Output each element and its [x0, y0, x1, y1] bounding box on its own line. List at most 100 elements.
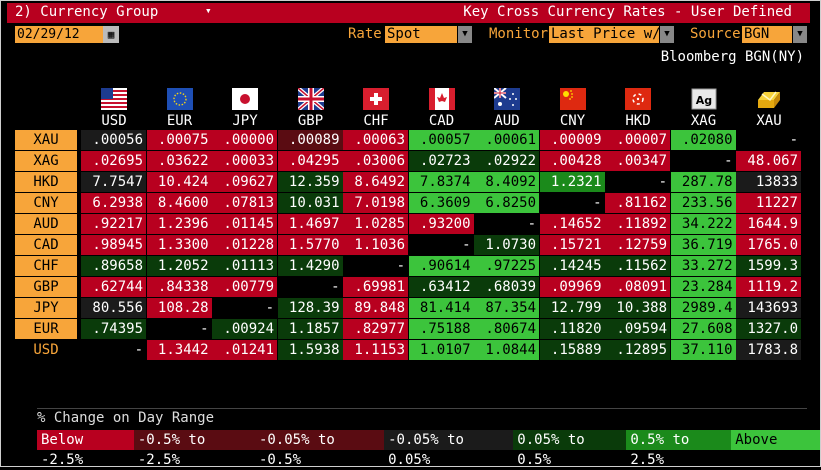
monitor-select[interactable]: Last Price w/	[549, 26, 659, 43]
row-header-cad[interactable]: CAD	[15, 235, 77, 255]
rate-cell-hkd-eur[interactable]: 10.424	[146, 172, 212, 192]
rate-cell-usd-eur[interactable]: 1.3442	[146, 340, 212, 360]
rate-cell-xau-xau[interactable]: -	[736, 130, 801, 150]
rate-cell-gbp-hkd[interactable]: .08091	[605, 277, 670, 297]
rate-cell-chf-gbp[interactable]: 1.4290	[277, 256, 343, 276]
rate-cell-hkd-xag[interactable]: 287.78	[670, 172, 736, 192]
rate-cell-aud-aud[interactable]: -	[474, 214, 539, 234]
rate-cell-usd-xau[interactable]: 1783.8	[736, 340, 801, 360]
rate-cell-jpy-aud[interactable]: 87.354	[474, 298, 539, 318]
rate-cell-xag-hkd[interactable]: .00347	[605, 151, 670, 171]
rate-cell-jpy-cny[interactable]: 12.799	[539, 298, 605, 318]
rate-cell-xag-aud[interactable]: .02922	[474, 151, 539, 171]
rate-cell-aud-cny[interactable]: .14652	[539, 214, 605, 234]
row-header-eur[interactable]: EUR	[15, 319, 77, 339]
rate-cell-aud-hkd[interactable]: .11892	[605, 214, 670, 234]
rate-cell-aud-gbp[interactable]: 1.4697	[277, 214, 343, 234]
rate-cell-chf-eur[interactable]: 1.2052	[146, 256, 212, 276]
rate-cell-cny-xau[interactable]: 11227	[736, 193, 801, 213]
rate-cell-cad-jpy[interactable]: .01228	[212, 235, 277, 255]
rate-cell-eur-cad[interactable]: .75188	[408, 319, 474, 339]
rate-cell-chf-xau[interactable]: 1599.3	[736, 256, 801, 276]
rate-cell-cad-gbp[interactable]: 1.5770	[277, 235, 343, 255]
rate-cell-usd-jpy[interactable]: .01241	[212, 340, 277, 360]
rate-cell-xau-xag[interactable]: .02080	[670, 130, 736, 150]
rate-cell-xau-usd[interactable]: .00056	[81, 130, 146, 150]
rate-cell-chf-cny[interactable]: .14245	[539, 256, 605, 276]
rate-cell-cny-usd[interactable]: 6.2938	[81, 193, 146, 213]
rate-cell-cny-aud[interactable]: 6.8250	[474, 193, 539, 213]
rate-cell-aud-cad[interactable]: .93200	[408, 214, 474, 234]
rate-cell-gbp-eur[interactable]: .84338	[146, 277, 212, 297]
column-header-jpy[interactable]: JPY	[232, 113, 258, 129]
row-header-gbp[interactable]: GBP	[15, 277, 77, 297]
rate-cell-chf-xag[interactable]: 33.272	[670, 256, 736, 276]
rate-cell-aud-xau[interactable]: 1644.9	[736, 214, 801, 234]
row-header-hkd[interactable]: HKD	[15, 172, 77, 192]
rate-cell-cny-jpy[interactable]: .07813	[212, 193, 277, 213]
rate-cell-hkd-cny[interactable]: 1.2321	[539, 172, 605, 192]
rate-cell-gbp-xau[interactable]: 1119.2	[736, 277, 801, 297]
calendar-icon[interactable]: ▦	[103, 26, 119, 43]
rate-cell-cad-chf[interactable]: 1.1036	[343, 235, 408, 255]
rate-select[interactable]: Spot	[385, 26, 457, 43]
rate-cell-jpy-hkd[interactable]: 10.388	[605, 298, 670, 318]
rate-cell-usd-aud[interactable]: 1.0844	[474, 340, 539, 360]
rate-cell-eur-usd[interactable]: .74395	[81, 319, 146, 339]
rate-cell-jpy-cad[interactable]: 81.414	[408, 298, 474, 318]
row-header-jpy[interactable]: JPY	[15, 298, 77, 318]
rate-cell-aud-chf[interactable]: 1.0285	[343, 214, 408, 234]
rate-cell-xag-jpy[interactable]: .00033	[212, 151, 277, 171]
rate-cell-hkd-chf[interactable]: 8.6492	[343, 172, 408, 192]
rate-cell-xau-cny[interactable]: .00009	[539, 130, 605, 150]
rate-cell-eur-aud[interactable]: .80674	[474, 319, 539, 339]
rate-cell-gbp-gbp[interactable]: -	[277, 277, 343, 297]
rate-cell-cad-hkd[interactable]: .12759	[605, 235, 670, 255]
column-header-chf[interactable]: CHF	[363, 113, 389, 129]
row-header-usd[interactable]: USD	[15, 340, 77, 360]
rate-cell-aud-eur[interactable]: 1.2396	[146, 214, 212, 234]
rate-cell-usd-xag[interactable]: 37.110	[670, 340, 736, 360]
rate-cell-usd-chf[interactable]: 1.1153	[343, 340, 408, 360]
column-header-xag[interactable]: XAG	[690, 113, 717, 129]
rate-cell-aud-xag[interactable]: 34.222	[670, 214, 736, 234]
row-header-chf[interactable]: CHF	[15, 256, 77, 276]
rate-cell-xag-cny[interactable]: .00428	[539, 151, 605, 171]
rate-cell-usd-hkd[interactable]: .12895	[605, 340, 670, 360]
rate-cell-jpy-jpy[interactable]: -	[212, 298, 277, 318]
rate-cell-eur-gbp[interactable]: 1.1857	[277, 319, 343, 339]
rate-cell-cny-xag[interactable]: 233.56	[670, 193, 736, 213]
monitor-dropdown-icon[interactable]: ▼	[660, 26, 674, 43]
column-header-xau[interactable]: XAU	[756, 113, 782, 129]
rate-cell-cny-cny[interactable]: -	[539, 193, 605, 213]
rate-cell-jpy-chf[interactable]: 89.848	[343, 298, 408, 318]
source-dropdown-icon[interactable]: ▼	[793, 26, 807, 43]
rate-cell-jpy-usd[interactable]: 80.556	[81, 298, 146, 318]
rate-cell-cad-cad[interactable]: -	[408, 235, 474, 255]
rate-cell-xag-cad[interactable]: .02723	[408, 151, 474, 171]
rate-cell-xag-chf[interactable]: .03006	[343, 151, 408, 171]
rate-cell-xau-eur[interactable]: .00075	[146, 130, 212, 150]
rate-cell-gbp-usd[interactable]: .62744	[81, 277, 146, 297]
column-header-usd[interactable]: USD	[101, 113, 127, 129]
rate-cell-eur-jpy[interactable]: .00924	[212, 319, 277, 339]
column-header-aud[interactable]: AUD	[494, 113, 520, 129]
rate-cell-xag-gbp[interactable]: .04295	[277, 151, 343, 171]
rate-cell-hkd-aud[interactable]: 8.4092	[474, 172, 539, 192]
row-header-xag[interactable]: XAG	[15, 151, 77, 171]
rate-cell-xag-xag[interactable]: -	[670, 151, 736, 171]
row-header-aud[interactable]: AUD	[15, 214, 77, 234]
rate-cell-xau-chf[interactable]: .00063	[343, 130, 408, 150]
rate-cell-aud-usd[interactable]: .92217	[81, 214, 146, 234]
column-header-cad[interactable]: CAD	[428, 113, 455, 129]
rate-cell-eur-hkd[interactable]: .09594	[605, 319, 670, 339]
rate-cell-usd-gbp[interactable]: 1.5938	[277, 340, 343, 360]
date-field[interactable]: 02/29/12	[15, 26, 103, 43]
rate-cell-cad-aud[interactable]: 1.0730	[474, 235, 539, 255]
rate-cell-xag-usd[interactable]: .02695	[81, 151, 146, 171]
rate-cell-hkd-hkd[interactable]: -	[605, 172, 670, 192]
rate-cell-xau-jpy[interactable]: .00000	[212, 130, 277, 150]
rate-cell-chf-cad[interactable]: .90614	[408, 256, 474, 276]
rate-cell-cad-xau[interactable]: 1765.0	[736, 235, 801, 255]
rate-cell-gbp-xag[interactable]: 23.284	[670, 277, 736, 297]
